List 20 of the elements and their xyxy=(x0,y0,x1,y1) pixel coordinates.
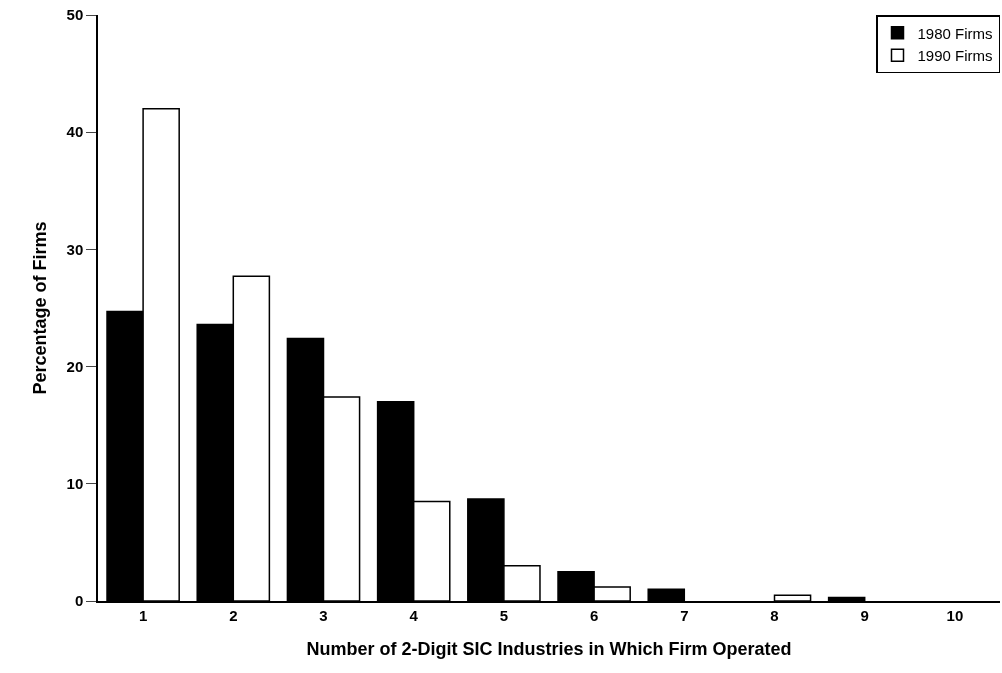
y-tick-label: 40 xyxy=(66,123,84,141)
y-tick-label: 10 xyxy=(66,475,84,493)
y-tick-label: 50 xyxy=(66,6,84,24)
legend-label: 1990 Firms xyxy=(917,47,993,65)
x-tick-label: 9 xyxy=(860,606,869,624)
x-tick-label: 3 xyxy=(319,606,328,624)
x-tick-label: 1 xyxy=(138,606,148,624)
x-tick-label: 10 xyxy=(946,606,964,624)
y-tick-label: 0 xyxy=(74,592,84,610)
x-tick-label: 2 xyxy=(229,606,238,624)
x-tick-label: 5 xyxy=(499,606,509,624)
y-axis-title: Percentage of Firms xyxy=(30,221,51,395)
x-axis-title: Number of 2-Digit SIC Industries in Which Firm Operated xyxy=(306,639,792,660)
x-tick-label: 6 xyxy=(589,606,599,624)
legend-label: 1980 Firms xyxy=(917,24,993,42)
y-tick-label: 30 xyxy=(66,240,84,258)
y-tick-label: 20 xyxy=(66,357,84,375)
x-tick-label: 8 xyxy=(770,606,779,624)
x-tick-label: 7 xyxy=(680,606,689,624)
x-tick-label: 4 xyxy=(409,606,419,624)
